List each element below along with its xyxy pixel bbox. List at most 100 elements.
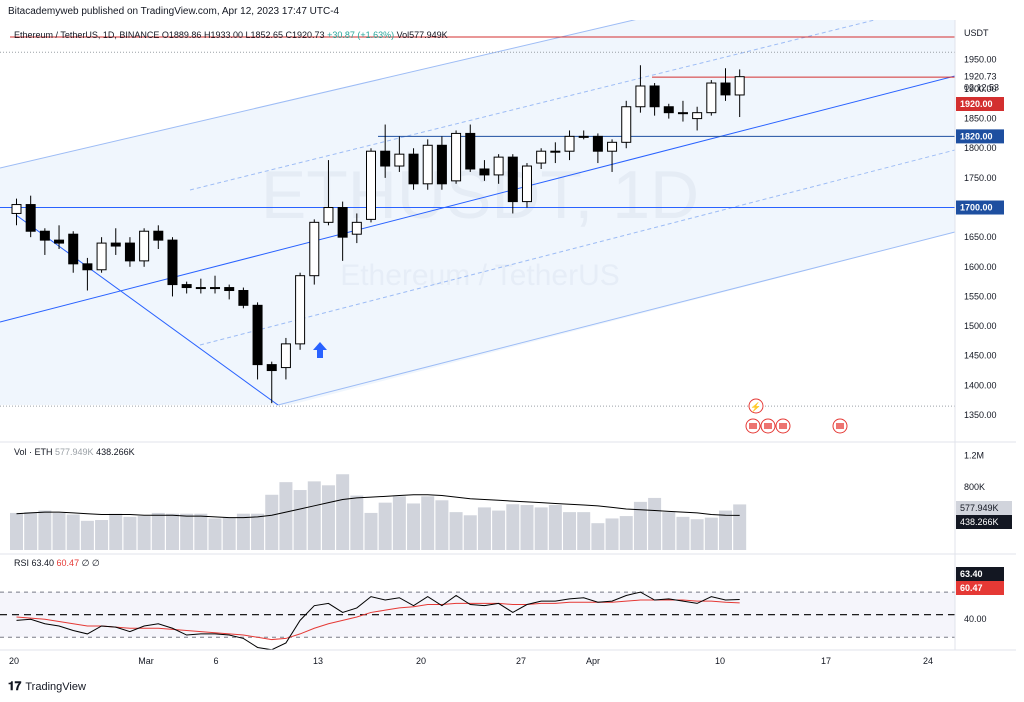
pane-labels: Ethereum / TetherUS, 1D, BINANCE O1889.8… bbox=[0, 20, 1016, 651]
price-tick-label: 1350.00 bbox=[964, 410, 997, 420]
candle bbox=[54, 225, 65, 250]
rsi-band bbox=[0, 592, 955, 638]
time-tick-label: Apr bbox=[586, 656, 600, 666]
price-tick-label: 1750.00 bbox=[964, 173, 997, 183]
volume-tick-label: 1.2M bbox=[964, 450, 984, 460]
candle bbox=[195, 278, 206, 294]
volume-bar bbox=[520, 505, 534, 550]
candle bbox=[692, 106, 703, 131]
candle bbox=[280, 337, 291, 380]
candle-body bbox=[422, 144, 433, 185]
volume-bar bbox=[137, 516, 151, 550]
candle-body bbox=[337, 207, 348, 238]
candle-body bbox=[564, 135, 575, 152]
volume-bar bbox=[662, 512, 676, 550]
volume-bar bbox=[293, 490, 307, 550]
candle-body bbox=[649, 85, 660, 108]
volume-bar bbox=[563, 512, 577, 550]
channel-fill bbox=[0, 20, 955, 405]
us-flag-stripes bbox=[779, 423, 787, 429]
price-tick-label: 1550.00 bbox=[964, 291, 997, 301]
candle-body bbox=[408, 153, 419, 185]
legend-part: C1920.73 bbox=[283, 30, 325, 40]
volume-legend: Vol · ETH 577.949K 438.266K bbox=[14, 447, 135, 457]
candle bbox=[252, 302, 263, 380]
candle-body bbox=[252, 304, 263, 366]
tradingview-footer[interactable]: 𝟏𝟕 TradingView bbox=[8, 679, 86, 694]
candle-body bbox=[706, 82, 717, 114]
candle bbox=[295, 272, 306, 350]
symbol-legend: Ethereum / TetherUS, 1D, BINANCE O1889.8… bbox=[14, 30, 448, 40]
candle-body bbox=[280, 343, 291, 369]
volume-bar bbox=[548, 505, 562, 550]
volume-bar bbox=[222, 517, 236, 550]
legend-part: 63.40 bbox=[32, 558, 57, 568]
us-flag-event-icon bbox=[775, 418, 791, 434]
publisher-line: Bitacademyweb published on TradingView.c… bbox=[8, 6, 340, 17]
channel-lower-line bbox=[277, 231, 955, 406]
rsi-ma-line bbox=[16, 599, 740, 641]
candle-body bbox=[54, 239, 65, 244]
candle bbox=[11, 198, 22, 226]
volume-bar bbox=[80, 520, 94, 550]
volume-bar bbox=[435, 500, 449, 550]
legend-part: +30.87 (+1.63%) bbox=[325, 30, 395, 40]
candle bbox=[493, 154, 504, 184]
candle bbox=[25, 195, 36, 238]
channel-upper-line bbox=[0, 20, 637, 169]
candle-body bbox=[110, 242, 121, 247]
candle-body bbox=[394, 153, 405, 167]
us-flag-event-icon bbox=[745, 418, 761, 434]
volume-bar bbox=[336, 474, 350, 550]
candle-body bbox=[181, 284, 192, 289]
volume-bar bbox=[109, 513, 123, 550]
rsi-tick-label: 40.00 bbox=[964, 614, 987, 624]
level-1700-badge-bg bbox=[956, 200, 1004, 215]
candle bbox=[706, 80, 717, 116]
volume-tick-label: 800K bbox=[964, 482, 985, 492]
currency-label: USDT bbox=[964, 28, 989, 38]
volume-bar bbox=[52, 512, 66, 550]
volume-bar bbox=[591, 523, 605, 550]
candle bbox=[167, 237, 178, 297]
candle bbox=[408, 148, 419, 190]
candle-body bbox=[550, 150, 561, 153]
time-tick-label: 20 bbox=[416, 656, 426, 666]
candle-body bbox=[323, 207, 334, 223]
volume-bar bbox=[24, 512, 38, 550]
volume-bar bbox=[10, 512, 23, 550]
legend-part: 60.47 bbox=[57, 558, 82, 568]
candle bbox=[394, 136, 405, 172]
price-axis: 1350.00 1400.00 1450.00 1500.00 1550.00 1600.… bbox=[956, 28, 1012, 624]
candle bbox=[39, 228, 50, 255]
candle bbox=[436, 136, 447, 190]
price-tick-label: 1500.00 bbox=[964, 321, 997, 331]
candle bbox=[210, 275, 221, 294]
volume-value-badge: 577.949K bbox=[960, 503, 999, 513]
lightning-glyph: ⚡ bbox=[750, 401, 761, 413]
candle-body bbox=[607, 141, 618, 152]
volume-badge-bg bbox=[956, 501, 1012, 515]
buy-arrow-icon bbox=[313, 342, 327, 358]
candle-body bbox=[479, 168, 490, 176]
candle bbox=[578, 130, 589, 140]
volume-bar bbox=[477, 507, 491, 550]
candle-body bbox=[380, 150, 391, 167]
candle bbox=[153, 225, 164, 250]
candle-body bbox=[493, 156, 504, 176]
candle bbox=[96, 237, 107, 273]
level-1920-badge-bg bbox=[956, 97, 1004, 111]
price-tick-label: 1600.00 bbox=[964, 262, 997, 272]
candle-body bbox=[536, 150, 547, 164]
legend-part: Ethereum / TetherUS, 1D, BINANCE bbox=[14, 30, 159, 40]
lightning-event-icon bbox=[748, 398, 764, 414]
candle-body bbox=[153, 230, 164, 241]
candle bbox=[649, 83, 660, 116]
candle-body bbox=[592, 135, 603, 152]
countdown-label: 02:12:53 bbox=[964, 83, 999, 93]
volume-bar bbox=[378, 502, 392, 550]
candle bbox=[139, 228, 150, 267]
time-tick-label: 27 bbox=[516, 656, 526, 666]
volume-bar bbox=[123, 516, 137, 550]
